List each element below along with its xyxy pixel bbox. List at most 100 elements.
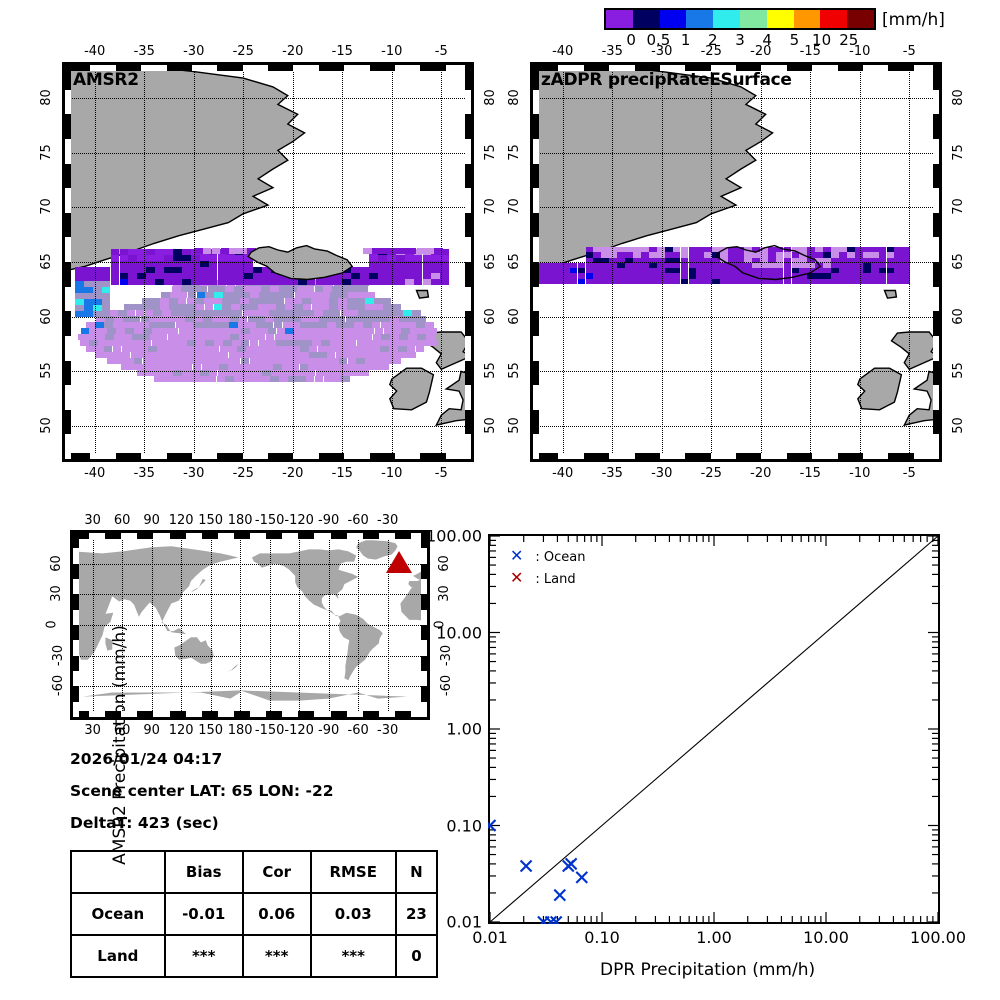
legend-marker-icon: ✕ bbox=[510, 546, 524, 565]
inset-gridline-lat-60 bbox=[73, 563, 427, 565]
map-lat-tick-75: 75 bbox=[482, 143, 498, 161]
scatter-canvas bbox=[488, 535, 939, 924]
inset-lon-tick--90: -90 bbox=[318, 723, 340, 738]
map-lon-tick--35: -35 bbox=[133, 44, 155, 59]
scatter-ytick-0.01: 0.01 bbox=[446, 912, 482, 932]
colorbar-tick-8: 25 bbox=[839, 31, 859, 49]
colorbar-tick-2: 1 bbox=[680, 31, 691, 49]
map-lon-tick--35: -35 bbox=[133, 466, 155, 481]
map-right-title: zADPR precipRateESurface bbox=[541, 70, 792, 90]
scatter-ytick-0.10: 0.10 bbox=[446, 816, 482, 835]
axis-band-left bbox=[73, 533, 79, 717]
inset-lon-tick--30: -30 bbox=[377, 723, 399, 738]
map-left-title: AMSR2 bbox=[73, 70, 139, 90]
colorbar-tick-1: 0.5 bbox=[646, 31, 671, 49]
axis-band-top bbox=[73, 533, 427, 539]
map-lon-tick--40: -40 bbox=[84, 466, 106, 481]
map-lon-tick--15: -15 bbox=[331, 466, 353, 481]
map-left-canvas bbox=[65, 65, 471, 459]
colorbar-tick-5: 4 bbox=[762, 31, 772, 49]
scatter-point-ocean bbox=[544, 915, 558, 924]
inset-lon-tick-120: 120 bbox=[168, 723, 194, 738]
table-cell: *** bbox=[309, 934, 397, 978]
map-lon-tick--10: -10 bbox=[381, 44, 403, 59]
gridline-lat-60 bbox=[65, 316, 471, 318]
colorbar-swatch-8 bbox=[820, 10, 848, 28]
map-lat-tick-50: 50 bbox=[950, 417, 966, 434]
inset-lon-tick-180: 180 bbox=[227, 513, 253, 528]
world-coastlines bbox=[73, 540, 426, 717]
map-lat-tick-60: 60 bbox=[950, 307, 966, 325]
legend-item-land: ✕: Land bbox=[510, 568, 576, 587]
legend-item-ocean: ✕: Ocean bbox=[510, 546, 586, 565]
map-lat-tick-75: 75 bbox=[506, 143, 522, 161]
map-lon-tick--5: -5 bbox=[434, 44, 448, 59]
table-cell: Ocean bbox=[70, 892, 166, 936]
scatter-point-ocean bbox=[575, 871, 589, 884]
map-lon-tick--15: -15 bbox=[799, 44, 821, 59]
map-lat-tick-55: 55 bbox=[482, 362, 498, 380]
coastline-layer bbox=[65, 65, 471, 427]
axis-band-left bbox=[533, 65, 539, 459]
colorbar-swatch-5 bbox=[739, 10, 767, 28]
map-lon-tick--40: -40 bbox=[552, 466, 574, 481]
scatter-xtick-100.00: 100.00 bbox=[910, 928, 966, 947]
inset-lat-tick-0: 0 bbox=[44, 620, 60, 629]
inset-lon-tick--150: -150 bbox=[254, 723, 285, 738]
inset-lat-tick-30: 30 bbox=[48, 585, 64, 603]
map-lat-tick-70: 70 bbox=[506, 198, 522, 216]
map-lon-tick--30: -30 bbox=[183, 466, 205, 481]
map-panel-dpr[interactable]: zADPR precipRateESurface bbox=[530, 62, 942, 462]
map-lat-tick-65: 65 bbox=[506, 253, 522, 270]
table-header-row-label bbox=[70, 850, 166, 894]
colorbar-swatch-6 bbox=[766, 10, 794, 28]
inset-lon-tick-90: 90 bbox=[143, 513, 160, 528]
gridline-lat-80 bbox=[533, 97, 939, 99]
map-panel-amsr2[interactable]: AMSR2 bbox=[62, 62, 474, 462]
map-lat-tick-50: 50 bbox=[482, 417, 498, 434]
map-lon-tick--5: -5 bbox=[902, 466, 916, 481]
map-lon-tick--20: -20 bbox=[750, 466, 772, 481]
map-lon-tick--20: -20 bbox=[750, 44, 772, 59]
colorbar-swatch-3 bbox=[686, 10, 714, 28]
map-lon-tick--20: -20 bbox=[282, 466, 304, 481]
gridline-lat-55 bbox=[533, 371, 939, 373]
scatter-point-ocean bbox=[519, 859, 533, 873]
inset-lon-tick-30: 30 bbox=[84, 723, 101, 738]
map-lat-tick-70: 70 bbox=[38, 198, 54, 216]
scatter-point-ocean bbox=[564, 857, 578, 871]
colorbar-swatch-2 bbox=[659, 10, 687, 28]
scatter-point-ocean bbox=[549, 915, 563, 924]
inset-lon-tick--150: -150 bbox=[254, 513, 285, 528]
map-lon-tick--5: -5 bbox=[902, 44, 916, 59]
scatter-xtick-0.01: 0.01 bbox=[472, 928, 508, 947]
axis-band-top bbox=[65, 65, 471, 71]
world-locator-map[interactable] bbox=[70, 530, 430, 720]
map-right-canvas bbox=[533, 65, 939, 459]
legend-label: : Land bbox=[535, 572, 576, 587]
table-cell: 23 bbox=[394, 892, 439, 936]
table-cell: -0.01 bbox=[163, 892, 244, 936]
map-lon-tick--25: -25 bbox=[232, 466, 254, 481]
map-lat-tick-55: 55 bbox=[506, 362, 522, 380]
table-row: Ocean -0.01 0.06 0.03 23 bbox=[70, 892, 439, 936]
inset-lon-tick--90: -90 bbox=[318, 513, 340, 528]
map-lat-tick-65: 65 bbox=[482, 253, 498, 270]
inset-lat-tick-60: 60 bbox=[48, 554, 64, 572]
map-lon-tick--30: -30 bbox=[183, 44, 205, 59]
inset-lat-tick--60: -60 bbox=[439, 675, 455, 697]
inset-gridline-lat--30 bbox=[73, 655, 427, 657]
colorbar-swatch-0 bbox=[606, 10, 633, 28]
table-cell: 0.06 bbox=[241, 892, 312, 936]
axis-band-right bbox=[421, 533, 427, 717]
scatter-ytick-10.00: 10.00 bbox=[436, 623, 482, 642]
map-lon-tick--30: -30 bbox=[651, 44, 673, 59]
inset-lat-tick--30: -30 bbox=[439, 644, 455, 666]
map-lon-tick--10: -10 bbox=[381, 466, 403, 481]
gridline-lat-70 bbox=[65, 207, 471, 209]
map-lon-tick--15: -15 bbox=[799, 466, 821, 481]
colorbar-tick-3: 2 bbox=[708, 31, 718, 49]
scatter-plot-area[interactable] bbox=[488, 534, 940, 924]
inset-lon-tick-120: 120 bbox=[168, 513, 194, 528]
axis-band-right bbox=[465, 65, 471, 459]
